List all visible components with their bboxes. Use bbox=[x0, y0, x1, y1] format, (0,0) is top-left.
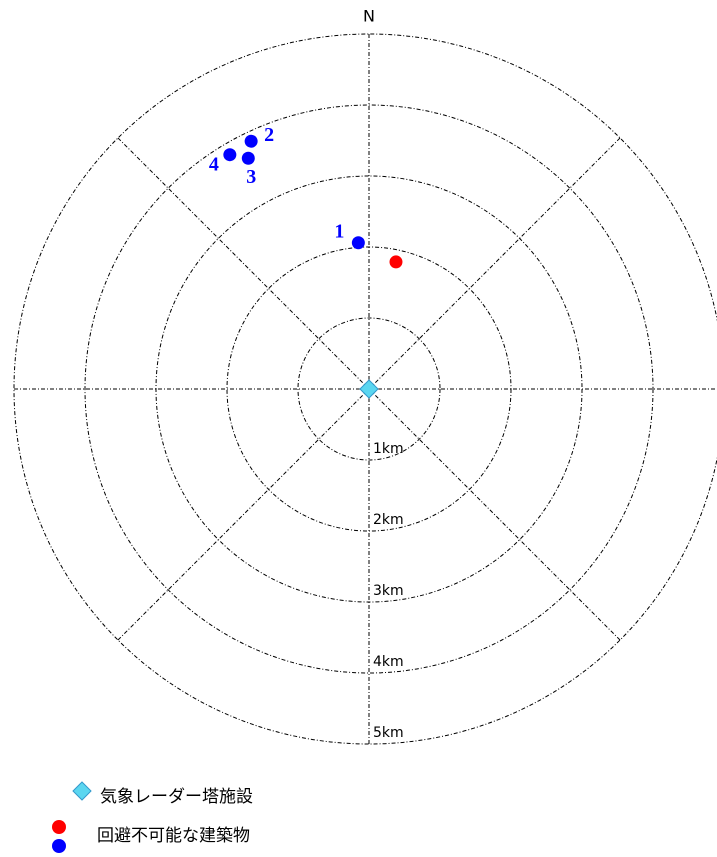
ring bbox=[297, 317, 441, 461]
spoke bbox=[117, 137, 370, 390]
legend-diamond bbox=[72, 781, 92, 801]
facility-marker bbox=[359, 379, 379, 399]
point-label: 2 bbox=[264, 124, 274, 146]
building-point bbox=[241, 151, 255, 165]
legend-dot bbox=[52, 820, 66, 834]
legend-label: 回避不可能な建築物 bbox=[97, 826, 250, 846]
r-tick-label: 3km bbox=[373, 583, 404, 599]
building-point bbox=[389, 255, 403, 269]
spoke bbox=[117, 388, 370, 641]
r-tick-label: 1km bbox=[373, 441, 404, 457]
ring bbox=[155, 175, 583, 603]
building-point bbox=[351, 236, 365, 250]
building-point bbox=[244, 134, 258, 148]
spoke bbox=[368, 137, 621, 390]
building-point bbox=[223, 148, 237, 162]
ring bbox=[84, 104, 654, 674]
spoke bbox=[368, 388, 621, 641]
r-tick-label: 5km bbox=[373, 725, 404, 741]
ring bbox=[226, 246, 512, 532]
legend-dot bbox=[52, 839, 66, 853]
point-label: 3 bbox=[246, 166, 256, 188]
r-tick-label: 2km bbox=[373, 512, 404, 528]
point-label: 4 bbox=[209, 153, 219, 175]
legend-label: 気象レーダー塔施設 bbox=[100, 787, 253, 807]
r-tick-label: 4km bbox=[373, 654, 404, 670]
north-label: N bbox=[363, 7, 375, 26]
point-label: 1 bbox=[334, 220, 344, 242]
